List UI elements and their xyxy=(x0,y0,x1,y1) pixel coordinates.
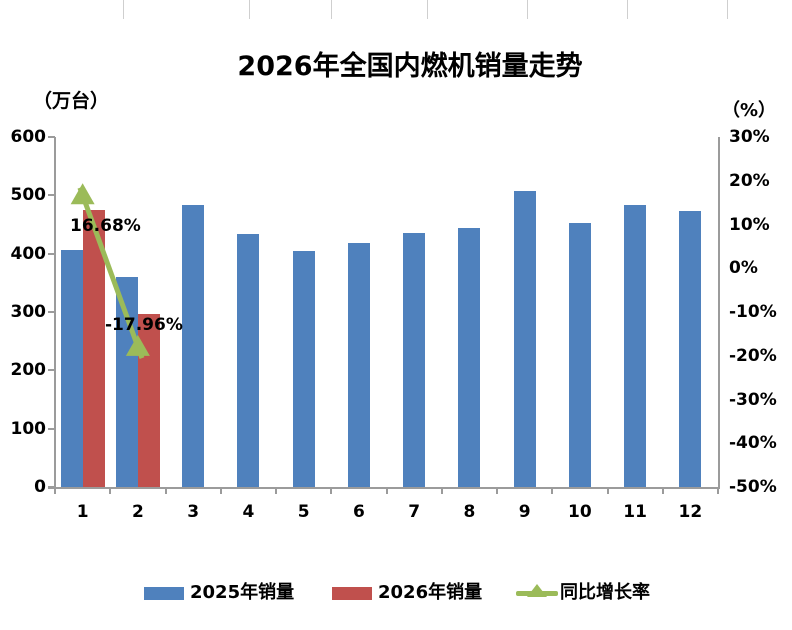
x-tick-mark xyxy=(717,489,719,494)
bar-2025 xyxy=(347,242,370,487)
x-tick-label: 6 xyxy=(352,502,365,522)
x-tick-mark xyxy=(496,489,498,494)
left-tick-mark xyxy=(48,427,55,430)
bar-2025 xyxy=(624,205,647,487)
left-axis-line xyxy=(54,137,56,489)
x-axis-line xyxy=(48,487,720,489)
left-tick-label: 200 xyxy=(10,360,47,381)
left-tick-mark xyxy=(48,311,55,313)
right-tick-label: 10% xyxy=(729,214,770,235)
bar-2026 xyxy=(137,314,160,487)
left-tick-label: 300 xyxy=(10,302,47,322)
left-tick-mark xyxy=(48,252,55,255)
top-gridline xyxy=(123,0,124,19)
bar-2025 xyxy=(182,205,205,487)
right-tick-label: -20% xyxy=(729,345,777,366)
right-tick-label: 20% xyxy=(729,170,770,191)
left-tick-label: 500 xyxy=(10,185,47,206)
right-tick-label: -40% xyxy=(729,433,777,454)
left-tick-mark xyxy=(48,369,55,372)
growth-marker-triangle-icon xyxy=(70,183,95,205)
top-gridline xyxy=(727,0,728,19)
legend-label-2026: 2026年销量 xyxy=(378,582,483,603)
growth-label-month-2: -17.96% xyxy=(105,315,183,335)
left-axis-unit-label: （万台） xyxy=(33,90,110,112)
top-gridline xyxy=(527,0,528,19)
right-tick-label: -30% xyxy=(729,389,777,410)
right-tick-label: -10% xyxy=(729,302,777,322)
x-tick-mark xyxy=(54,489,56,494)
left-tick-label: 400 xyxy=(10,243,47,264)
right-tick-label: -50% xyxy=(729,477,777,497)
x-tick-label: 5 xyxy=(297,502,310,522)
bar-2025 xyxy=(458,228,481,487)
chart-title: 2026年全国内燃机销量走势 xyxy=(237,51,583,82)
top-gridline xyxy=(249,0,250,19)
x-tick-label: 2 xyxy=(131,502,144,522)
top-gridline xyxy=(331,0,332,19)
bar-2026 xyxy=(82,209,105,487)
x-tick-mark xyxy=(109,489,112,494)
x-tick-label: 3 xyxy=(187,502,200,522)
legend-swatch-2025 xyxy=(144,587,184,600)
legend-label-growth: 同比增长率 xyxy=(560,582,650,603)
right-axis-unit-label: （%） xyxy=(722,100,777,121)
x-tick-label: 8 xyxy=(463,502,476,522)
top-gridline xyxy=(627,0,628,19)
x-tick-mark xyxy=(385,489,388,494)
x-tick-mark xyxy=(330,489,333,494)
left-tick-label: 600 xyxy=(10,127,47,147)
top-gridline xyxy=(427,0,428,19)
legend-swatch-2026 xyxy=(332,587,372,600)
x-tick-mark xyxy=(219,489,222,494)
left-tick-mark xyxy=(48,194,55,197)
left-tick-label: 100 xyxy=(10,418,47,439)
growth-label-month-1: 16.68% xyxy=(70,216,141,236)
x-tick-mark xyxy=(275,489,277,494)
x-tick-mark xyxy=(164,489,167,494)
bar-2025 xyxy=(60,249,83,487)
legend-triangle-icon xyxy=(527,584,547,597)
x-tick-label: 10 xyxy=(568,502,592,522)
left-tick-mark xyxy=(48,136,55,138)
x-tick-mark xyxy=(661,489,664,494)
x-tick-mark xyxy=(606,489,609,494)
x-tick-label: 1 xyxy=(76,502,89,522)
bar-2025 xyxy=(403,232,426,487)
bar-2025 xyxy=(237,233,260,487)
right-tick-label: 0% xyxy=(729,258,758,279)
x-tick-mark xyxy=(440,489,443,494)
x-tick-label: 9 xyxy=(518,502,531,522)
left-tick-label: 0 xyxy=(34,477,46,497)
right-axis-line xyxy=(718,137,720,489)
x-tick-mark xyxy=(551,489,554,494)
bar-2025 xyxy=(292,251,315,487)
x-tick-label: 7 xyxy=(408,502,421,522)
right-tick-label: 30% xyxy=(729,127,770,147)
bar-2025 xyxy=(115,277,138,487)
bar-2025 xyxy=(679,210,702,487)
bar-2025 xyxy=(568,222,591,487)
bar-2025 xyxy=(513,191,536,487)
x-tick-label: 12 xyxy=(678,502,703,522)
legend-label-2025: 2025年销量 xyxy=(190,582,295,603)
x-tick-label: 11 xyxy=(623,502,647,522)
x-tick-label: 4 xyxy=(242,502,255,522)
